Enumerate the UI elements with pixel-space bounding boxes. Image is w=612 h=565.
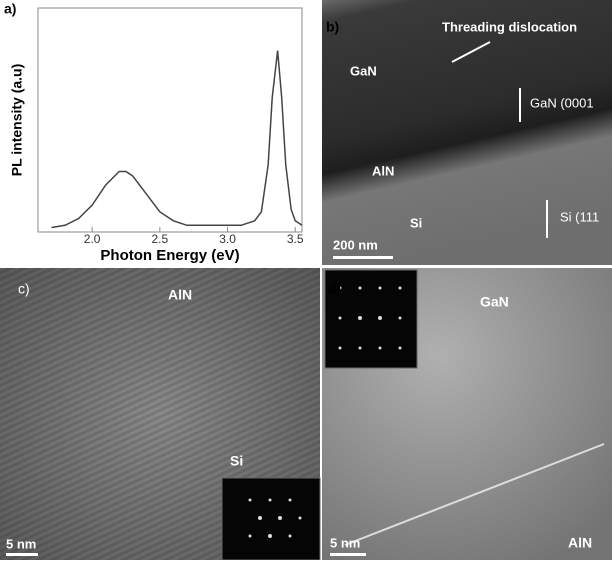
x-tick-label: 2.0 [84,232,101,246]
annotation: GaN [480,294,509,310]
diffraction-inset [222,478,320,560]
panel-label: c) [18,281,30,297]
annotation: AlN [568,535,592,551]
x-axis-label: Photon Energy (eV) [100,247,239,264]
y-axis-label: PL intensity (a.u) [9,64,25,177]
annotation: AlN [168,287,192,303]
annotation: Threading dislocation [442,19,577,34]
scale-bar [330,553,366,556]
annotation: Si [230,453,243,469]
x-tick-label: 2.5 [152,232,169,246]
panel-label: d) [328,281,341,297]
annotation: GaN [350,63,377,78]
scale-bar [6,553,38,556]
annotation: Si [410,215,422,230]
tem-image-b [322,0,612,265]
scale-label: 200 nm [333,237,378,252]
annotation: Si (111 [560,209,599,224]
scale-bar [333,256,393,259]
annotation: GaN (0001 [530,95,594,110]
annotation: AlN [372,163,394,178]
panel-label: a) [4,1,16,17]
page: b) Threading dislocation GaN GaN (0001 A… [0,0,612,565]
panel-label: b) [326,19,339,35]
x-tick-label: 3.0 [219,232,236,246]
scale-label: 5 nm [6,536,36,551]
scale-label: 5 nm [330,535,360,550]
x-tick-label: 3.5 [287,232,304,246]
figure: b) Threading dislocation GaN GaN (0001 A… [0,0,612,560]
